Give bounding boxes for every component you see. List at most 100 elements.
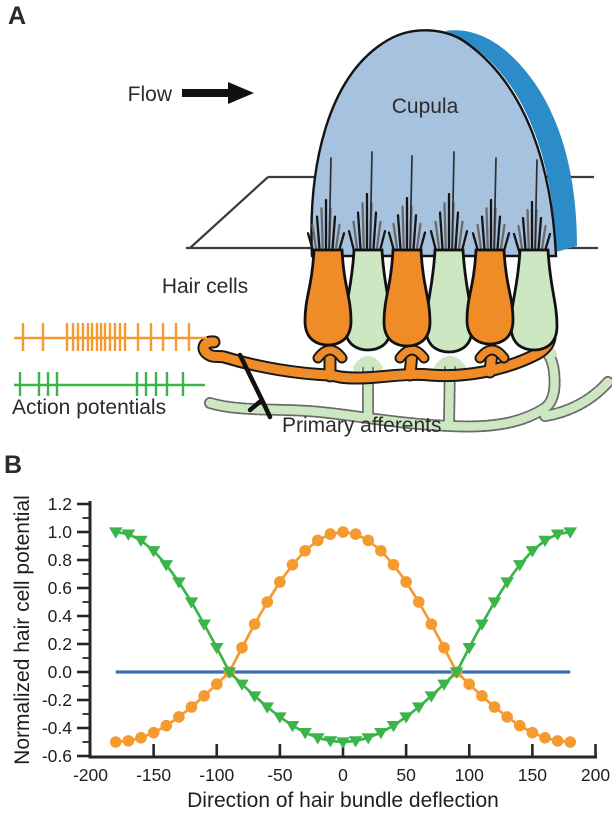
panel-a-illustration: A Flow Cupula (8, 2, 612, 437)
data-point-circle (236, 641, 248, 654)
data-point-triangle (475, 619, 489, 631)
data-point-circle (274, 576, 286, 588)
stereocilium (485, 207, 490, 255)
stereocilium (454, 211, 460, 255)
data-point-triangle (348, 736, 363, 748)
y-tick-label: 0.6 (48, 578, 72, 598)
data-point-triangle (449, 667, 464, 679)
stereocilium (521, 216, 527, 255)
data-point-triangle (298, 728, 312, 740)
data-point-triangle (222, 667, 237, 679)
y-tick-label: 0.8 (48, 550, 72, 570)
stereocilium (443, 202, 448, 255)
data-point-triangle (323, 736, 338, 748)
data-point-triangle (209, 643, 224, 655)
data-point-circle (311, 534, 324, 547)
data-point-circle (185, 701, 198, 713)
stereocilium (438, 211, 444, 255)
data-point-circle (122, 735, 135, 747)
data-point-circle (147, 726, 160, 739)
primary-afferent-fibers (197, 331, 612, 433)
x-tick-label: -100 (199, 765, 234, 785)
data-point-circle (375, 544, 387, 557)
cupula-label: Cupula (392, 95, 459, 118)
data-point-circle (362, 534, 375, 547)
data-point-circle (463, 678, 476, 690)
kinocilium (534, 159, 538, 253)
stereocilium (499, 223, 506, 255)
stereocilium (517, 224, 524, 255)
series-line (115, 530, 571, 744)
y-tick-label: -0.6 (42, 746, 72, 766)
data-point-triangle (437, 679, 451, 691)
kinocilium (451, 151, 455, 253)
data-point-triangle (399, 712, 413, 724)
action-potentials-label: Action potentials (12, 396, 166, 419)
hair-cell-orange (465, 248, 515, 346)
data-point-triangle (184, 597, 199, 609)
hair-cell-orange (303, 248, 353, 347)
stereocilium (496, 215, 502, 255)
plane-diagonal-line (189, 176, 269, 249)
stereocilium (415, 222, 422, 255)
data-point-circle (109, 736, 122, 748)
data-point-circle (337, 526, 349, 538)
flow-arrow-icon (182, 82, 254, 104)
stereocilium (434, 220, 441, 255)
x-tick-label: -50 (267, 765, 293, 785)
stereocilium (361, 202, 366, 255)
data-point-triangle (538, 535, 552, 547)
green-afferent-spike-train (14, 372, 205, 396)
hair-cell-green (424, 248, 474, 354)
data-point-triangle (172, 577, 186, 589)
kinocilium (369, 151, 373, 253)
chart-series (108, 526, 578, 749)
stereocilium (526, 208, 531, 255)
stereocilium (412, 214, 418, 255)
stereocilium (476, 223, 483, 255)
chart-axes: -0.6 -0.4 -0.2 0.0 0.2 0.4 0.6 0.8 1.0 1.2 -200 -15… (42, 494, 611, 785)
data-point-triangle (121, 529, 136, 541)
data-point-circle (539, 732, 551, 744)
stereocilium (352, 220, 359, 255)
stereocilium (396, 214, 402, 255)
kinocilium (493, 157, 497, 253)
data-point-circle (248, 618, 261, 630)
y-tick-label: 0.4 (48, 606, 73, 626)
x-tick-label: 150 (518, 765, 547, 785)
panel-b-chart: B -0.6-0.4-0.20.00.20.40.60.81.01.2-200-… (4, 451, 611, 812)
kinocilium (409, 155, 413, 253)
x-tick-label: 50 (396, 765, 416, 785)
data-point-triangle (159, 560, 174, 572)
data-point-circle (324, 528, 337, 540)
hair-bundles (306, 151, 552, 255)
data-point-triangle (285, 721, 300, 733)
data-point-circle (349, 528, 362, 540)
orange-afferent-fiber (197, 331, 557, 385)
x-tick-label: -200 (73, 765, 108, 785)
y-tick-label: 0.0 (48, 662, 73, 682)
data-point-triangle (487, 597, 502, 609)
data-point-triangle (525, 546, 540, 558)
data-point-circle (286, 558, 299, 571)
data-point-circle (387, 558, 400, 571)
data-point-circle (513, 719, 526, 732)
data-point-triangle (247, 691, 262, 703)
kinocilium (328, 157, 332, 253)
y-tick-label: -0.4 (42, 718, 72, 738)
y-tick-label: 1.2 (48, 494, 72, 514)
series-line (115, 530, 571, 744)
cupula-shadow-crescent (445, 30, 577, 253)
data-point-triangle (235, 679, 249, 691)
data-point-triangle (273, 712, 287, 724)
hair-cell-green (509, 248, 559, 352)
data-point-circle (425, 618, 438, 630)
primary-afferents-label: Primary afferents (282, 414, 442, 437)
stereocilium (331, 215, 337, 255)
data-point-circle (438, 641, 450, 654)
data-point-circle (400, 576, 412, 588)
data-point-triangle (146, 546, 161, 558)
series-triangle-down (108, 527, 578, 749)
data-point-triangle (260, 702, 275, 714)
